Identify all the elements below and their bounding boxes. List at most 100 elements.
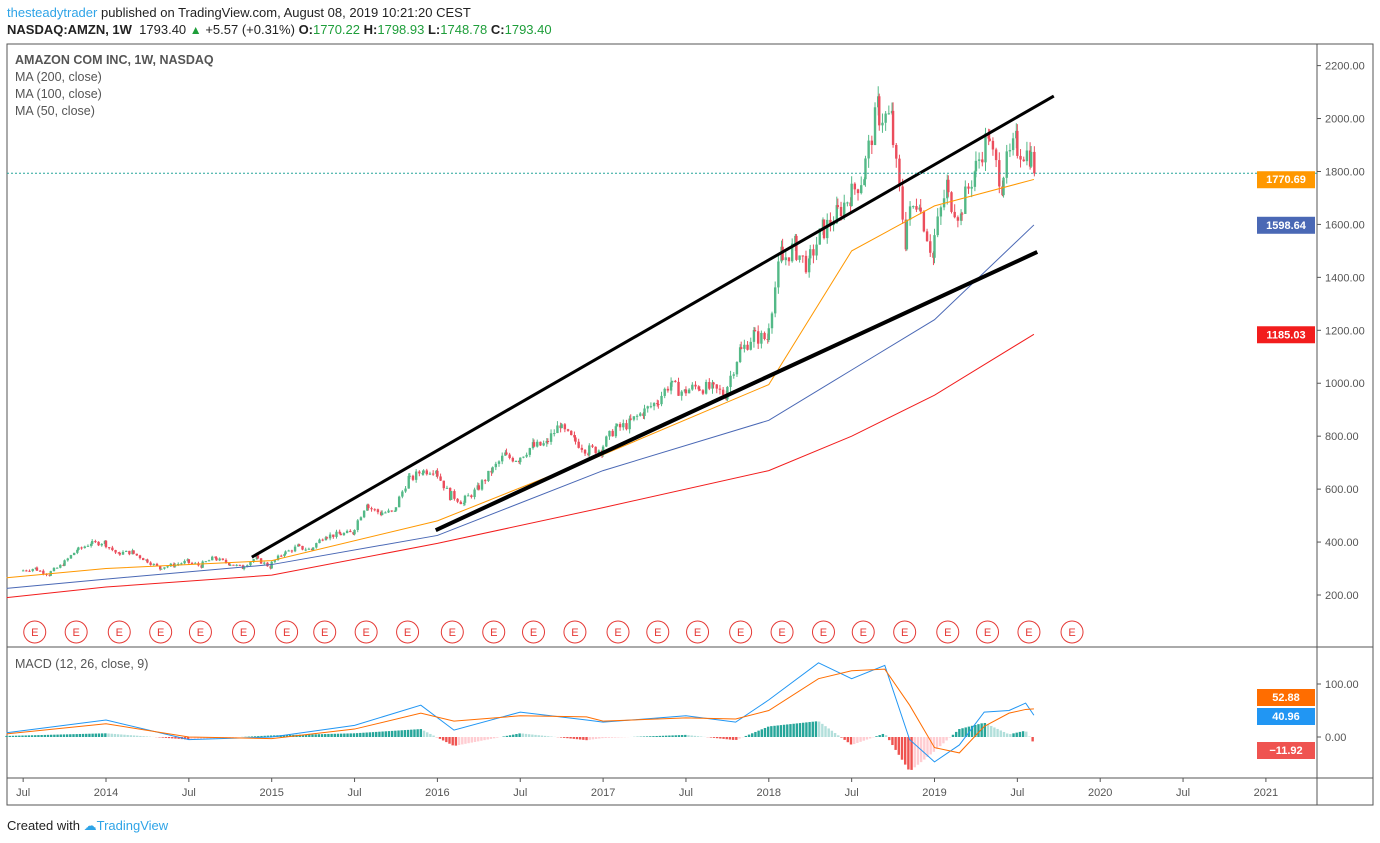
earnings-label: E: [321, 627, 328, 639]
macd-histogram-bar: [531, 734, 534, 737]
macd-histogram-bar: [250, 736, 254, 737]
candle-body: [556, 425, 559, 434]
earnings-icon: [936, 620, 960, 644]
candle-body: [767, 328, 770, 340]
macd-histogram-bar: [610, 737, 614, 738]
candle-body: [605, 436, 608, 447]
legend-ma200[interactable]: MA (200, close): [15, 70, 102, 84]
candle-body: [680, 391, 683, 396]
macd-histogram-bar: [731, 737, 735, 740]
macd-histogram-bar: [403, 730, 407, 737]
candle-body: [691, 384, 694, 390]
candle-body: [735, 362, 739, 375]
macd-histogram-bar: [18, 735, 21, 737]
macd-histogram-bar: [512, 734, 515, 737]
macd-histogram-bar: [591, 737, 595, 740]
earnings-label: E: [73, 627, 80, 639]
macd-histogram-bar: [999, 730, 1002, 737]
candle-body: [487, 470, 490, 481]
candle-body: [738, 347, 742, 363]
macd-histogram-bar: [684, 734, 687, 737]
candle-body: [325, 537, 329, 539]
macd-histogram-bar: [384, 731, 387, 737]
candle-body: [895, 144, 898, 159]
candle-body: [439, 476, 442, 481]
macd-histogram-bar: [104, 733, 107, 737]
earnings-label: E: [362, 627, 369, 639]
candle-body: [843, 202, 846, 217]
macd-histogram-bar: [470, 737, 474, 743]
candle-body: [528, 448, 532, 455]
trendline-upper: [251, 94, 1055, 559]
macd-histogram-bar: [808, 722, 811, 737]
macd-histogram-bar: [735, 737, 738, 740]
symbol: NASDAQ:AMZN, 1W: [7, 22, 132, 37]
macd-histogram-bar: [980, 723, 983, 737]
candle-body: [397, 496, 401, 508]
macd-tick-label: 100.00: [1325, 679, 1359, 691]
legend-ma50[interactable]: MA (50, close): [15, 104, 95, 118]
macd-histogram-bar: [709, 737, 713, 738]
macd-histogram-bar: [715, 737, 719, 739]
macd-histogram-bar: [614, 737, 617, 738]
candle-body: [425, 470, 428, 475]
candle-body: [981, 159, 984, 163]
macd-histogram-bar: [448, 737, 451, 744]
macd-histogram-bar: [136, 735, 139, 737]
tradingview-link[interactable]: TradingView: [96, 818, 169, 833]
candle-body: [470, 495, 473, 498]
candle-body: [601, 446, 605, 455]
macd-histogram-bar: [107, 733, 110, 737]
macd-histogram-bar: [438, 737, 442, 739]
candle-body: [356, 520, 359, 530]
tradingview-logo-icon: ☁: [83, 818, 97, 833]
candle-body: [422, 470, 425, 474]
macd-histogram-bar: [145, 736, 148, 737]
ma50-price-label: 1770.69: [1266, 174, 1306, 186]
candle-body: [511, 457, 515, 462]
macd-histogram-bar: [253, 736, 257, 737]
macd-histogram-bar: [868, 737, 872, 739]
candle-body: [625, 423, 628, 430]
macd-histogram-bar: [502, 736, 505, 737]
candle-body: [994, 149, 998, 161]
macd-histogram-bar: [56, 734, 59, 737]
candle-body: [815, 244, 818, 256]
macd-histogram-bar: [177, 737, 180, 739]
candle-body: [263, 562, 266, 564]
candle-body: [973, 171, 977, 187]
candle-body: [324, 537, 328, 541]
candle-body: [235, 564, 238, 566]
legend-ma100[interactable]: MA (100, close): [15, 87, 102, 101]
macd-histogram-bar: [390, 730, 394, 737]
candle-body: [63, 560, 66, 566]
candle-body: [856, 189, 860, 194]
candle-body: [839, 206, 843, 217]
candle-body: [283, 554, 286, 556]
candle-body: [729, 375, 732, 387]
candle-body: [436, 470, 439, 477]
price-tick-label: 800.00: [1325, 431, 1359, 443]
macd-histogram-bar: [263, 735, 266, 737]
macd-histogram-bar: [432, 735, 435, 737]
macd-histogram-bar: [945, 737, 948, 741]
macd-histogram-bar: [40, 735, 43, 737]
author-link[interactable]: thesteadytrader: [7, 5, 98, 20]
macd-histogram-bar: [320, 734, 324, 737]
earnings-icon: [563, 620, 587, 644]
macd-histogram-bar: [763, 727, 767, 737]
candle-body: [563, 424, 567, 430]
candle-body: [580, 447, 584, 450]
candle-body: [359, 517, 363, 521]
candle-body: [394, 507, 398, 511]
time-tick-label: 2020: [1088, 787, 1112, 799]
macd-histogram-bar: [939, 737, 942, 747]
macd-histogram-bar: [454, 737, 458, 746]
macd-histogram-bar: [744, 735, 748, 737]
candle-body: [732, 374, 735, 376]
legend-macd[interactable]: MACD (12, 26, close, 9): [15, 657, 149, 671]
macd-histogram-bar: [464, 737, 467, 744]
candle-body: [25, 570, 28, 572]
earnings-label: E: [860, 627, 867, 639]
